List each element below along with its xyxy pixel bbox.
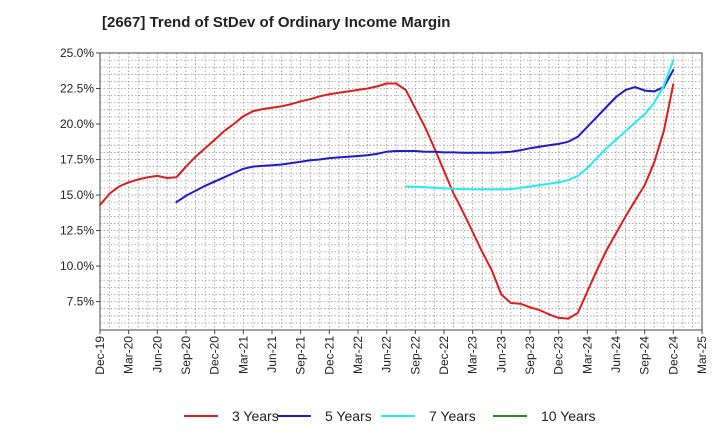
x-tick-label: Mar-25 — [695, 336, 709, 374]
legend-label: 3 Years — [232, 408, 279, 424]
y-tick-label: 20.0% — [60, 117, 94, 131]
x-tick-label: Jun-20 — [150, 336, 164, 373]
legend-item-3-years: 3 Years — [184, 404, 279, 428]
x-tick-label: Sep-23 — [523, 336, 537, 375]
x-tick-label: Dec-20 — [208, 336, 222, 375]
y-tick-label: 17.5% — [60, 153, 94, 167]
legend-swatch — [493, 415, 527, 417]
legend-label: 5 Years — [325, 408, 372, 424]
x-tick-label: Mar-24 — [580, 336, 594, 374]
y-axis-tick-labels: 7.5% 10.0% 12.5% 15.0% 17.5% 20.0% 22.5% 25.0% — [60, 46, 94, 309]
x-tick-label: Dec-23 — [552, 336, 566, 375]
legend-item-10-years: 10 Years — [493, 404, 596, 428]
legend-swatch — [184, 415, 218, 417]
series-line-3-years — [99, 82, 675, 320]
series-line-7-years — [404, 59, 675, 191]
x-tick-label: Jun-23 — [494, 336, 508, 373]
legend: 3 Years 5 Years 7 Years 10 Years — [0, 404, 720, 428]
x-tick-label: Mar-20 — [122, 336, 136, 374]
legend-label: 7 Years — [429, 408, 476, 424]
x-axis-tick-labels: Dec-19 Mar-20 Jun-20 Sep-20 Dec-20 Mar-21 Jun-… — [93, 336, 709, 375]
x-tick-label: Jun-21 — [265, 336, 279, 373]
x-tick-label: Mar-21 — [236, 336, 250, 374]
y-tick-label: 7.5% — [67, 295, 95, 309]
x-tick-label: Dec-19 — [93, 336, 107, 375]
x-tick-label: Dec-21 — [322, 336, 336, 375]
legend-label: 10 Years — [541, 408, 596, 424]
x-tick-label: Sep-22 — [408, 336, 422, 375]
legend-swatch — [277, 415, 311, 417]
chart-title: [2667] Trend of StDev of Ordinary Income… — [102, 14, 451, 31]
y-tick-label: 25.0% — [60, 46, 94, 60]
y-tick-label: 22.5% — [60, 82, 94, 96]
y-tick-label: 15.0% — [60, 188, 94, 202]
x-tick-label: Sep-20 — [179, 336, 193, 375]
plot-frame — [99, 52, 703, 331]
x-tick-label: Mar-22 — [351, 336, 365, 374]
x-tick-label: Dec-24 — [666, 336, 680, 375]
x-tick-label: Mar-23 — [466, 336, 480, 374]
x-tick-label: Sep-24 — [638, 336, 652, 375]
axes — [96, 52, 703, 334]
y-tick-label: 12.5% — [60, 224, 94, 238]
x-tick-label: Sep-21 — [294, 336, 308, 375]
y-tick-label: 10.0% — [60, 259, 94, 273]
x-tick-label: Dec-22 — [437, 336, 451, 375]
legend-item-7-years: 7 Years — [381, 404, 476, 428]
legend-item-5-years: 5 Years — [277, 404, 372, 428]
x-tick-label: Jun-22 — [380, 336, 394, 373]
legend-swatch — [381, 415, 415, 417]
grid-layer — [100, 52, 702, 331]
series-line-5-years — [175, 69, 675, 204]
series-layer — [99, 59, 675, 320]
x-tick-label: Jun-24 — [609, 336, 623, 373]
